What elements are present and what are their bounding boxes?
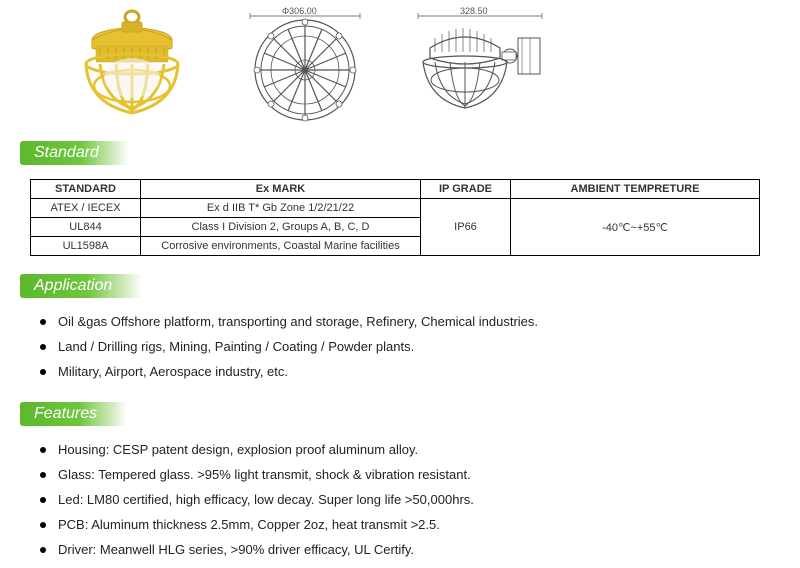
cell-standard: UL844 (31, 218, 141, 237)
cell-standard: ATEX / IECEX (31, 199, 141, 218)
list-item: Glass: Tempered glass. >95% light transm… (40, 463, 800, 488)
images-row: Φ306.00 (0, 0, 800, 133)
list-item: Led: LM80 certified, high efficacy, low … (40, 488, 800, 513)
th-exmark: Ex MARK (141, 180, 421, 199)
cell-exmark: Class I Division 2, Groups A, B, C, D (141, 218, 421, 237)
list-item: PCB: Aluminum thickness 2.5mm, Copper 2o… (40, 513, 800, 538)
list-item: Military, Airport, Aerospace industry, e… (40, 360, 800, 385)
cell-standard: UL1598A (31, 237, 141, 256)
th-standard: STANDARD (31, 180, 141, 199)
list-item: Housing: CESP patent design, explosion p… (40, 438, 800, 463)
standards-table: STANDARD Ex MARK IP GRADE AMBIENT TEMPRE… (30, 179, 760, 256)
section-application-header: Application (20, 274, 142, 298)
th-ambient: AMBIENT TEMPRETURE (511, 180, 760, 199)
cell-exmark: Corrosive environments, Coastal Marine f… (141, 237, 421, 256)
table-header-row: STANDARD Ex MARK IP GRADE AMBIENT TEMPRE… (31, 180, 760, 199)
product-photo (60, 8, 200, 123)
section-standard-header: Standard (20, 141, 129, 165)
features-list: Housing: CESP patent design, explosion p… (40, 438, 800, 562)
table-row: ATEX / IECEX Ex d IIB T* Gb Zone 1/2/21/… (31, 199, 760, 218)
cell-ipgrade: IP66 (421, 199, 511, 256)
diagram-side: 328.50 (410, 8, 550, 123)
dim-side-label: 328.50 (460, 6, 488, 16)
section-features-header: Features (20, 402, 127, 426)
diagram-front: Φ306.00 (240, 8, 370, 123)
application-list: Oil &gas Offshore platform, transporting… (40, 310, 800, 384)
list-item: Oil &gas Offshore platform, transporting… (40, 310, 800, 335)
list-item: Land / Drilling rigs, Mining, Painting /… (40, 335, 800, 360)
cell-exmark: Ex d IIB T* Gb Zone 1/2/21/22 (141, 199, 421, 218)
dim-front-label: Φ306.00 (282, 6, 317, 16)
list-item: Driver: Meanwell HLG series, >90% driver… (40, 538, 800, 563)
th-ipgrade: IP GRADE (421, 180, 511, 199)
cell-ambient: -40℃~+55℃ (511, 199, 760, 256)
